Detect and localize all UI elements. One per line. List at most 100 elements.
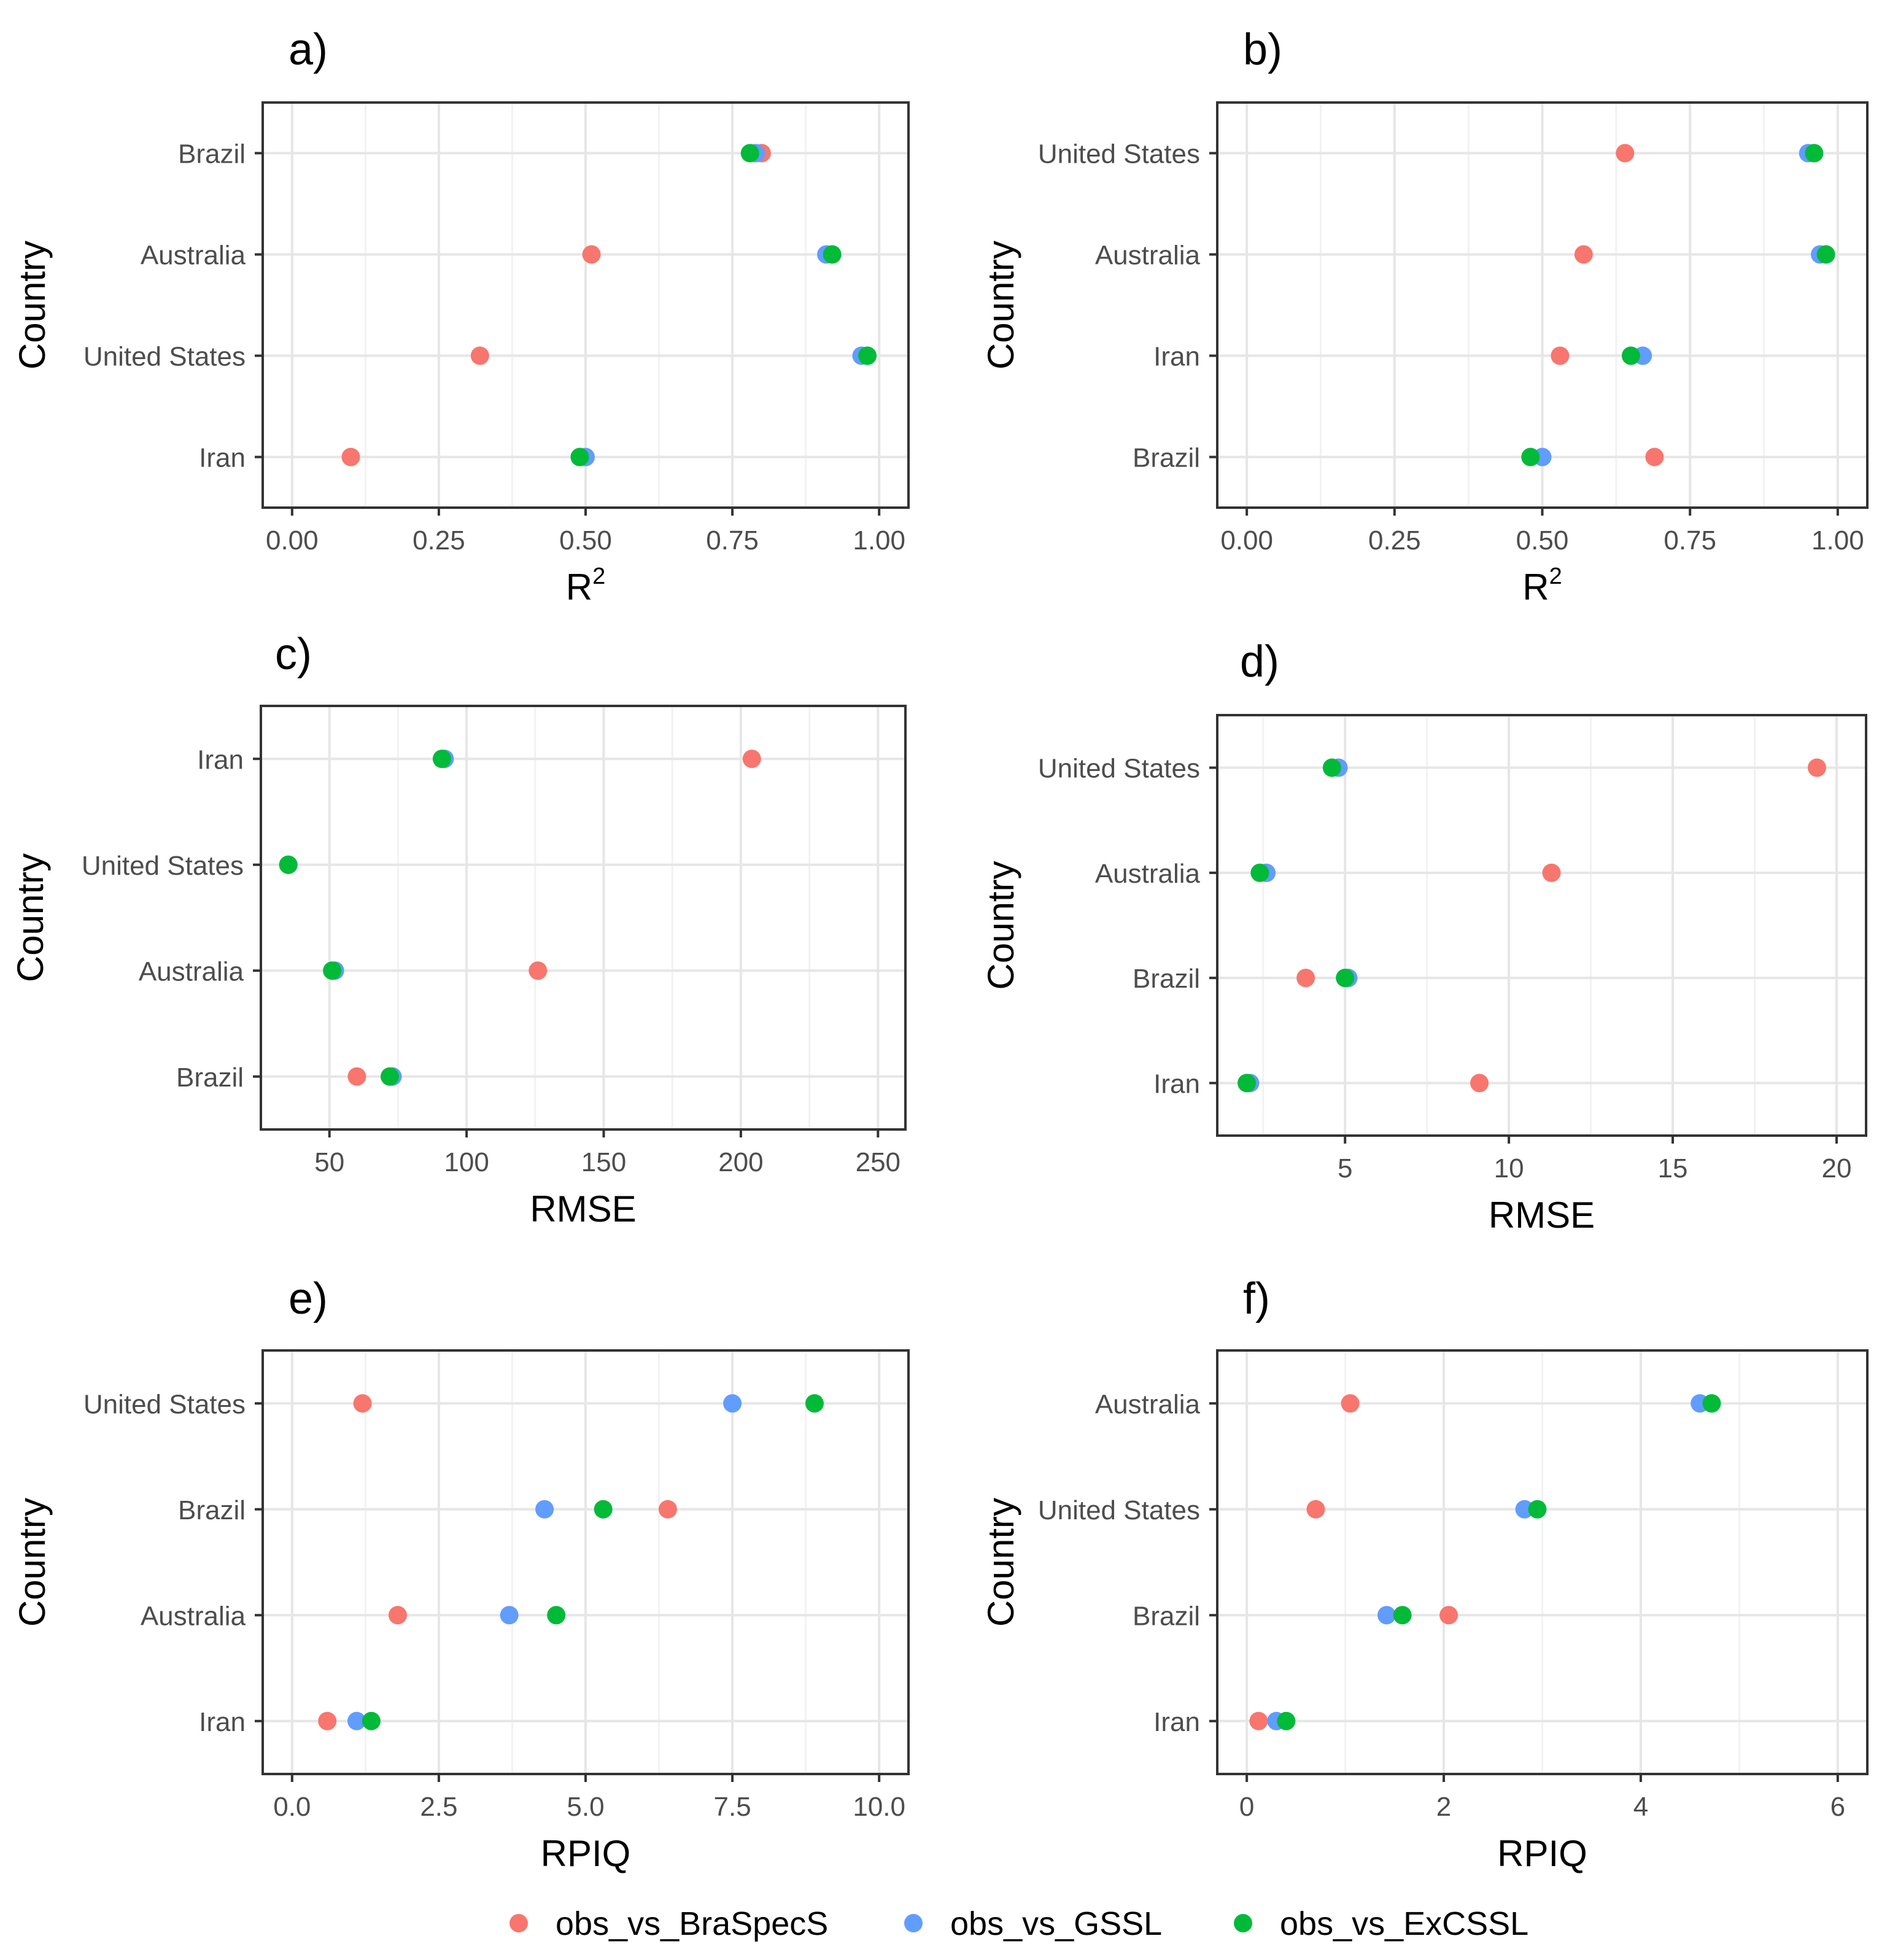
y-tick-label: Brazil: [176, 1063, 244, 1093]
x-tick-label: 0.75: [706, 525, 759, 556]
point-obs_vs_BraSpecS-iran: [341, 447, 360, 467]
x-axis-title: RMSE: [530, 1188, 636, 1230]
y-tick-label: Brazil: [1133, 964, 1200, 994]
point-obs_vs_BraSpecS-united-states: [1306, 1500, 1325, 1519]
x-tick-label: 1.00: [1811, 525, 1864, 556]
y-tick-label: Australia: [1095, 1389, 1201, 1419]
y-tick-label: United States: [1038, 1495, 1200, 1525]
point-obs_vs_ExCSSL-iran: [1238, 1074, 1257, 1093]
panel-label: a): [289, 25, 328, 74]
point-obs_vs_BraSpecS-iran: [742, 750, 761, 769]
x-tick-label: 10: [1494, 1153, 1524, 1183]
panel-5: Australia United States Brazil Iran 0 2 4 6 RPIQ…: [980, 1274, 1869, 1874]
y-tick-label: Brazil: [178, 139, 246, 169]
x-tick-label: 0.00: [266, 525, 319, 556]
x-tick-label: 10.0: [853, 1792, 905, 1822]
plot-background: [261, 706, 905, 1129]
point-obs_vs_BraSpecS-brazil: [1439, 1606, 1458, 1625]
point-obs_vs_ExCSSL-brazil: [381, 1067, 399, 1086]
y-tick-label: Australia: [139, 956, 244, 986]
panel-label: e): [289, 1274, 328, 1323]
x-tick-label: 0.25: [413, 525, 465, 556]
point-obs_vs_ExCSSL-united-states: [805, 1394, 824, 1413]
panel-4: United States Brazil Australia Iran 0.0 2.5 5.…: [12, 1274, 910, 1874]
point-obs_vs_BraSpecS-brazil: [347, 1067, 366, 1086]
x-axis-title: RMSE: [1489, 1195, 1595, 1236]
x-tick-label: 200: [718, 1147, 763, 1177]
x-tick-label: 0: [1239, 1792, 1254, 1822]
y-tick-label: Iran: [199, 1707, 246, 1737]
point-obs_vs_BraSpecS-united-states: [1616, 144, 1635, 163]
point-obs_vs_BraSpecS-iran: [1470, 1074, 1489, 1093]
panel-border: [1216, 1349, 1869, 1775]
point-obs_vs_ExCSSL-iran: [570, 447, 589, 467]
panel-0: Brazil Australia United States Iran 0.00 0.25…: [12, 25, 910, 608]
point-obs_vs_BraSpecS-brazil: [1645, 447, 1664, 467]
x-tick-label: 150: [581, 1147, 626, 1177]
point-obs_vs_ExCSSL-australia: [323, 961, 342, 980]
x-axis-title: RPIQ: [541, 1833, 631, 1874]
x-tick-label: 1.00: [853, 525, 905, 556]
x-tick-label: 5: [1338, 1153, 1352, 1183]
point-obs_vs_BraSpecS-australia: [388, 1606, 407, 1625]
point-obs_vs_BraSpecS-iran: [1249, 1711, 1268, 1730]
point-obs_vs_GSSL-united-states: [723, 1394, 742, 1413]
x-tick-label: 0.0: [273, 1792, 311, 1822]
point-obs_vs_ExCSSL-australia: [547, 1606, 566, 1625]
x-tick-label: 6: [1830, 1792, 1845, 1822]
x-axis-title: RPIQ: [1497, 1833, 1587, 1874]
x-tick-label: 100: [444, 1147, 489, 1177]
x-tick-label: 7.5: [714, 1792, 751, 1822]
legend-key-obs_vs_GSSL: [904, 1914, 923, 1932]
y-tick-label: United States: [82, 851, 244, 881]
point-obs_vs_ExCSSL-united-states: [1805, 144, 1824, 163]
point-obs_vs_ExCSSL-united-states: [1322, 758, 1341, 777]
panel-1: United States Australia Iran Brazil 0.00 0.25…: [980, 25, 1869, 608]
x-tick-label: 0.50: [559, 525, 612, 556]
x-tick-label: 2.5: [420, 1792, 457, 1822]
point-obs_vs_BraSpecS-brazil: [658, 1500, 677, 1519]
point-obs_vs_ExCSSL-iran: [1621, 346, 1640, 365]
panel-label: f): [1243, 1274, 1270, 1323]
point-obs_vs_ExCSSL-australia: [1816, 245, 1835, 264]
y-tick-label: United States: [83, 1389, 246, 1419]
y-tick-label: Australia: [1095, 859, 1201, 889]
point-obs_vs_ExCSSL-united-states: [279, 855, 298, 874]
x-tick-label: 15: [1658, 1153, 1688, 1183]
point-obs_vs_GSSL-iran: [347, 1711, 366, 1730]
point-obs_vs_BraSpecS-united-states: [470, 346, 489, 365]
panel-label: c): [275, 630, 312, 679]
point-obs_vs_BraSpecS-iran: [1551, 346, 1570, 365]
point-obs_vs_ExCSSL-united-states: [858, 346, 877, 365]
legend: obs_vs_BraSpecS obs_vs_GSSL obs_vs_ExCSSL: [509, 1905, 1528, 1942]
point-obs_vs_BraSpecS-brazil: [1296, 969, 1315, 988]
point-obs_vs_ExCSSL-united-states: [1528, 1500, 1547, 1519]
point-obs_vs_GSSL-united-states: [1515, 1500, 1534, 1519]
point-obs_vs_ExCSSL-brazil: [594, 1500, 613, 1519]
y-tick-label: United States: [1038, 754, 1200, 784]
legend-label-obs_vs_ExCSSL: obs_vs_ExCSSL: [1280, 1905, 1528, 1942]
point-obs_vs_ExCSSL-brazil: [1336, 969, 1355, 988]
y-tick-label: Iran: [197, 745, 244, 775]
x-tick-label: 0.75: [1664, 525, 1716, 556]
x-tick-label: 0.25: [1368, 525, 1421, 556]
x-tick-label: 0.00: [1220, 525, 1273, 556]
point-obs_vs_GSSL-brazil: [1377, 1606, 1396, 1625]
y-axis-title: Country: [12, 241, 53, 370]
legend-label-obs_vs_GSSL: obs_vs_GSSL: [950, 1905, 1162, 1942]
point-obs_vs_ExCSSL-brazil: [1521, 447, 1540, 467]
y-tick-label: Iran: [199, 443, 246, 473]
point-obs_vs_BraSpecS-australia: [582, 245, 601, 264]
x-axis-title-superscript: 2: [1549, 564, 1562, 589]
x-tick-label: 250: [856, 1147, 901, 1177]
y-axis-title: Country: [980, 241, 1021, 370]
x-tick-label: 4: [1633, 1792, 1648, 1822]
y-tick-label: Iran: [1153, 1707, 1200, 1737]
panel-2: Iran United States Australia Brazil 50 100 150…: [10, 630, 907, 1230]
y-tick-label: Brazil: [178, 1495, 246, 1525]
legend-key-obs_vs_BraSpecS: [509, 1914, 528, 1932]
y-axis-title: Country: [10, 853, 51, 982]
x-axis-title: R2: [566, 564, 605, 608]
